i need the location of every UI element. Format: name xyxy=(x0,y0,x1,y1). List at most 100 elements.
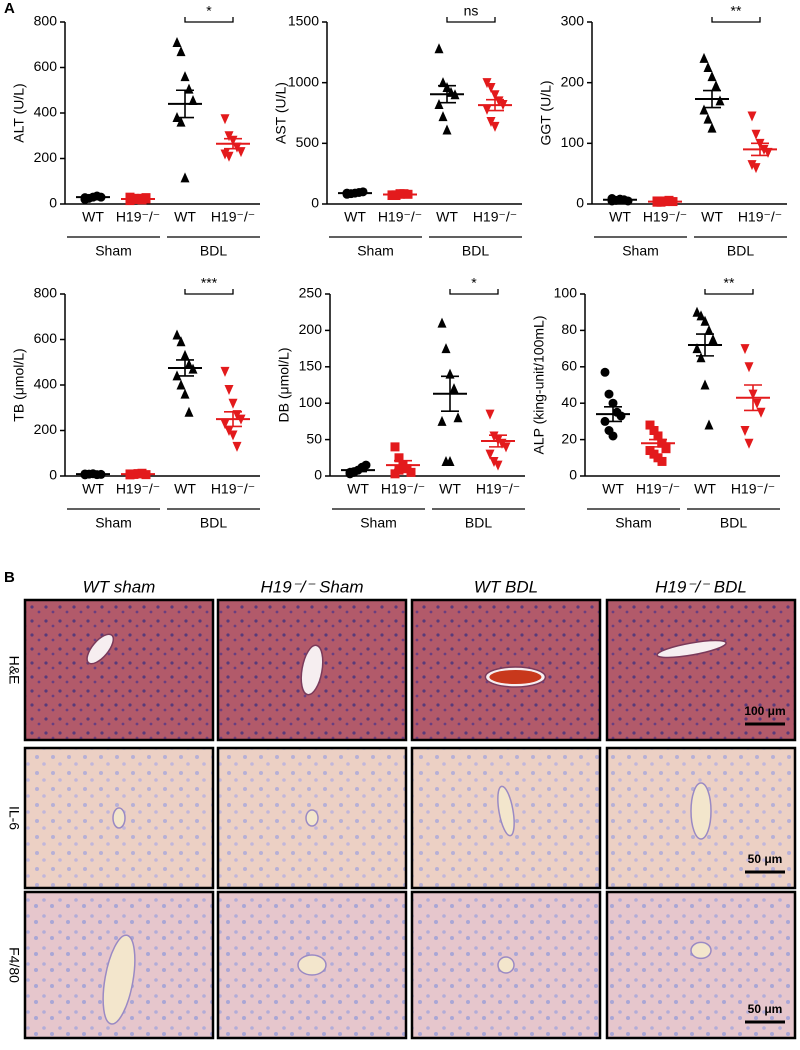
y-tick-label: 800 xyxy=(34,13,58,29)
data-point xyxy=(228,398,238,409)
y-axis-label: TB (μmol/L) xyxy=(11,348,27,421)
data-point xyxy=(176,379,186,390)
significance-bracket xyxy=(184,289,234,295)
x-tick-label: WT xyxy=(439,481,461,497)
y-tick-label: 60 xyxy=(561,358,577,374)
data-point xyxy=(707,71,717,82)
x-tick-label: H19⁻/⁻ xyxy=(643,209,687,225)
x-tick-label: WT xyxy=(347,481,369,497)
y-tick-label: 0 xyxy=(314,467,322,483)
data-point xyxy=(172,329,182,340)
y-tick-label: 250 xyxy=(299,285,323,301)
group-label: BDL xyxy=(462,243,489,259)
x-tick-label: WT xyxy=(602,481,624,497)
data-point xyxy=(696,310,706,321)
data-point xyxy=(493,460,503,471)
x-tick-label: H19⁻/⁻ xyxy=(211,209,255,225)
data-point xyxy=(751,163,761,174)
data-point xyxy=(704,419,714,430)
column-header: H19⁻/⁻ Sham xyxy=(261,577,364,596)
data-point xyxy=(224,385,234,396)
vessel xyxy=(690,782,712,840)
vessel xyxy=(102,934,136,1025)
x-tick-label: H19⁻/⁻ xyxy=(636,481,680,497)
y-tick-label: 200 xyxy=(34,421,58,437)
data-point xyxy=(184,359,194,370)
micrograph xyxy=(605,890,797,1040)
data-point xyxy=(176,46,186,57)
data-point xyxy=(220,114,230,125)
group-label: BDL xyxy=(200,243,227,259)
data-point xyxy=(699,104,709,115)
vessel xyxy=(497,785,515,837)
data-point xyxy=(490,90,500,101)
data-point xyxy=(645,420,655,430)
y-tick-label: 200 xyxy=(561,73,585,89)
x-tick-label: H19⁻/⁻ xyxy=(476,481,520,497)
data-point xyxy=(437,415,447,426)
y-tick-label: 600 xyxy=(34,330,58,346)
y-tick-label: 300 xyxy=(561,13,585,29)
y-tick-label: 0 xyxy=(576,195,584,211)
x-tick-label: WT xyxy=(436,209,458,225)
data-point xyxy=(747,111,757,122)
data-point xyxy=(715,95,725,106)
y-tick-label: 0 xyxy=(311,195,319,211)
data-point xyxy=(703,113,713,124)
data-point xyxy=(744,438,754,449)
significance-label: * xyxy=(471,275,477,291)
micrograph xyxy=(605,598,797,742)
x-tick-label: H19⁻/⁻ xyxy=(381,481,425,497)
data-point xyxy=(600,367,610,377)
y-tick-label: 500 xyxy=(296,134,320,150)
y-tick-label: 20 xyxy=(561,430,577,446)
group-label: BDL xyxy=(465,515,492,531)
x-tick-label: WT xyxy=(82,209,104,225)
row-label: IL-6 xyxy=(6,806,22,830)
y-tick-label: 0 xyxy=(49,467,57,483)
data-point xyxy=(184,406,194,417)
panel-label: B xyxy=(4,569,15,586)
vessel xyxy=(690,941,712,960)
blood xyxy=(489,670,542,684)
x-tick-label: WT xyxy=(174,481,196,497)
y-tick-label: 400 xyxy=(34,104,58,120)
data-point xyxy=(437,317,447,328)
data-point xyxy=(708,334,718,344)
y-tick-label: 40 xyxy=(561,394,577,410)
group-label: Sham xyxy=(95,243,132,259)
data-point xyxy=(485,449,495,460)
data-point xyxy=(486,83,496,94)
group-label: Sham xyxy=(615,515,652,531)
data-point xyxy=(700,379,710,390)
data-point xyxy=(445,455,455,466)
data-point xyxy=(224,151,234,162)
data-point xyxy=(441,343,451,354)
x-tick-label: WT xyxy=(344,209,366,225)
vessel xyxy=(305,809,319,827)
data-point xyxy=(453,412,463,423)
significance-bracket xyxy=(446,17,496,23)
vessel xyxy=(300,644,324,696)
data-point xyxy=(616,411,626,421)
data-point xyxy=(608,431,618,441)
group-label: BDL xyxy=(727,243,754,259)
data-point xyxy=(220,419,230,430)
data-point xyxy=(756,407,766,418)
data-point xyxy=(604,389,614,399)
y-tick-label: 400 xyxy=(34,376,58,392)
data-point xyxy=(188,94,198,105)
x-tick-label: WT xyxy=(694,481,716,497)
y-tick-label: 150 xyxy=(299,358,323,374)
data-point xyxy=(358,187,368,197)
data-point xyxy=(184,83,194,94)
data-point xyxy=(232,441,242,452)
significance-bracket xyxy=(449,289,499,295)
data-point xyxy=(704,324,714,335)
data-point xyxy=(490,121,500,132)
data-point xyxy=(752,398,762,409)
y-tick-label: 80 xyxy=(561,321,577,337)
data-point xyxy=(228,430,238,441)
micrograph xyxy=(216,746,408,890)
